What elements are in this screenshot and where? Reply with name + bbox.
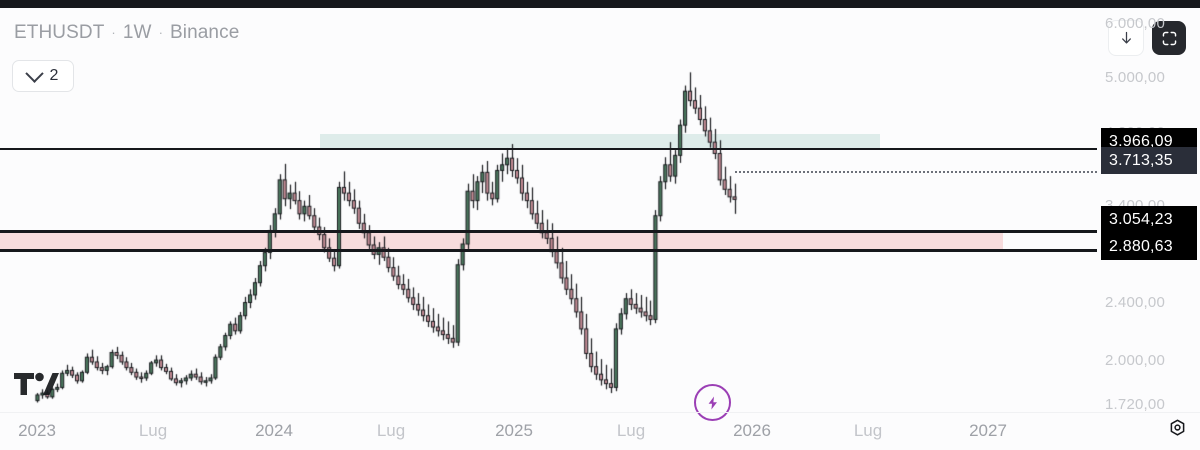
- tradingview-logo: [14, 371, 59, 403]
- download-button[interactable]: [1108, 20, 1144, 56]
- current-price-line: [735, 171, 1097, 173]
- exchange-label[interactable]: Binance: [170, 22, 240, 43]
- price-tick: 2.000,00: [1105, 352, 1165, 369]
- time-tick: 2023: [18, 421, 56, 440]
- time-tick: Lug: [616, 421, 646, 440]
- interval-selector[interactable]: 2: [12, 60, 74, 92]
- time-tick: Lug: [138, 421, 168, 440]
- support-line-upper[interactable]: [0, 230, 1097, 233]
- settings-button[interactable]: [1167, 418, 1188, 444]
- lightning-bolt-icon: [708, 396, 717, 409]
- interval-label[interactable]: 1W: [122, 22, 152, 43]
- download-arrow-icon: [1121, 31, 1131, 44]
- time-tick: 2025: [495, 421, 533, 440]
- chart-toolbar[interactable]: [1108, 20, 1186, 56]
- time-tick: 2024: [255, 421, 293, 440]
- gear-icon: [1170, 419, 1185, 436]
- price-label-support-upper[interactable]: 3.054,23: [1101, 206, 1197, 233]
- lightning-bolt-badge[interactable]: [694, 384, 731, 421]
- symbol-name[interactable]: ETHUSDT: [14, 22, 105, 43]
- time-tick: 2026: [733, 421, 771, 440]
- price-tick: 2.400,00: [1105, 294, 1165, 311]
- time-tick: 2027: [969, 421, 1007, 440]
- price-axis[interactable]: 6.000,005.000,004.200,003.400,002.400,00…: [1097, 15, 1200, 450]
- top-bezel: [0, 0, 1200, 8]
- fullscreen-icon: [1162, 31, 1176, 45]
- price-label-support-lower[interactable]: 2.880,63: [1101, 233, 1197, 260]
- price-tick: 5.000,00: [1105, 69, 1165, 86]
- fullscreen-button[interactable]: [1152, 21, 1186, 55]
- chevron-down-icon: [24, 63, 44, 83]
- chart-surface[interactable]: ETHUSDT · 1W · Binance 2 6.0: [0, 8, 1200, 450]
- symbol-header[interactable]: ETHUSDT · 1W · Binance: [14, 22, 239, 44]
- candlestick-series: [0, 16, 1097, 421]
- price-label-current[interactable]: 3.713,35: [1101, 147, 1197, 174]
- price-tick: 6.000,00: [1105, 15, 1165, 32]
- header-separator-2: ·: [158, 24, 163, 40]
- time-axis[interactable]: 2023 Lug 2024 Lug 2025 Lug 2026 Lug 2027: [0, 412, 1200, 450]
- support-line-lower[interactable]: [0, 249, 1097, 252]
- resistance-line[interactable]: [0, 148, 1097, 150]
- plot-area[interactable]: [0, 16, 1097, 421]
- time-tick: Lug: [376, 421, 406, 440]
- time-tick: Lug: [853, 421, 883, 440]
- interval-selector-value: 2: [49, 67, 59, 84]
- header-separator-1: ·: [111, 24, 116, 40]
- price-tick: 1.720,00: [1105, 396, 1165, 413]
- tradingview-logo-icon: [14, 372, 59, 395]
